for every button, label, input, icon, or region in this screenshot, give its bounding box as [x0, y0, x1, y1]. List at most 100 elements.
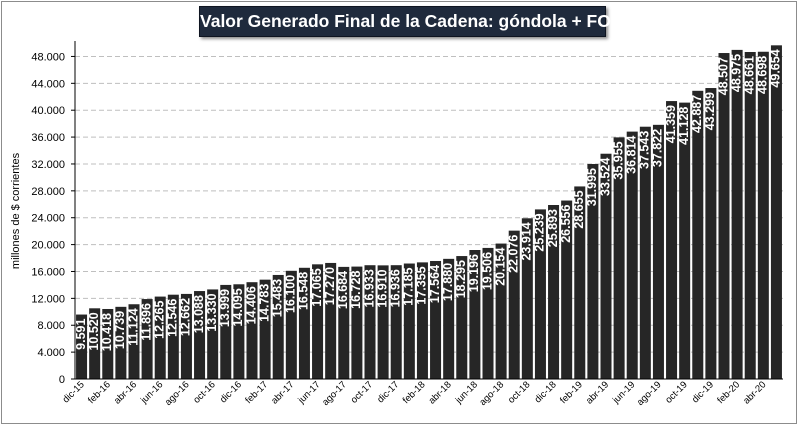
- bar-value-label: 12.662: [179, 298, 193, 336]
- bar: [561, 200, 573, 379]
- bar-value-label: 19.196: [467, 254, 481, 292]
- bar: [128, 304, 140, 379]
- bar: [416, 262, 428, 379]
- x-tick-label: ago-16: [163, 379, 192, 408]
- bar: [377, 265, 389, 379]
- bar-value-label: 16.728: [349, 271, 363, 309]
- x-tick-label: feb-18: [401, 379, 428, 406]
- bar-value-label: 10.520: [87, 312, 101, 350]
- bar: [534, 209, 546, 379]
- bar-value-label: 13.088: [192, 295, 206, 333]
- bars: [76, 45, 782, 380]
- bar-value-label: 16.684: [336, 271, 350, 309]
- bar: [246, 282, 258, 379]
- bar-value-label: 48.698: [756, 56, 770, 94]
- bar: [692, 90, 704, 379]
- bar: [102, 308, 114, 379]
- bar: [443, 258, 455, 379]
- bar-value-label: 41.128: [677, 107, 691, 145]
- bar: [272, 274, 284, 379]
- bar-value-label: 41.359: [664, 105, 678, 143]
- bar-value-label: 17.880: [441, 263, 455, 301]
- bar: [679, 102, 691, 379]
- bar-value-label: 11.124: [126, 308, 140, 346]
- x-tick-label: oct-16: [191, 379, 217, 405]
- bar-value-label: 9.591: [74, 319, 88, 350]
- bar-value-label: 48.507: [716, 57, 730, 95]
- x-tick-label: feb-20: [715, 379, 742, 406]
- bar: [180, 293, 192, 379]
- bar-value-label: 48.975: [729, 54, 743, 92]
- bar: [456, 256, 468, 379]
- bar: [495, 243, 507, 379]
- x-tick-label: dic-19: [690, 379, 716, 405]
- bar-value-label: 49.654: [769, 49, 783, 87]
- bar-value-label: 17.355: [415, 266, 429, 304]
- bar: [298, 267, 310, 379]
- y-tick-label: 48.000: [31, 51, 65, 63]
- bar: [639, 126, 651, 380]
- bar-value-label: 13.330: [205, 293, 219, 331]
- x-tick-label: oct-19: [663, 379, 689, 405]
- bar: [548, 204, 560, 379]
- bar-value-label: 43.299: [703, 92, 717, 130]
- x-tick-label: ago-17: [320, 379, 349, 408]
- x-tick-label: ago-19: [635, 379, 664, 408]
- x-tick-label: abr-18: [427, 379, 454, 406]
- y-tick-label: 20.000: [31, 240, 65, 252]
- y-tick-label: 4.000: [37, 347, 65, 359]
- bar: [167, 294, 179, 379]
- bar-value-label: 23.914: [520, 222, 534, 260]
- bar-value-label: 13.999: [218, 289, 232, 327]
- bar: [574, 186, 586, 379]
- gridlines: [75, 55, 783, 353]
- bar-value-label: 10.418: [100, 313, 114, 351]
- x-tick-label: ago-18: [478, 379, 507, 408]
- bar-value-label: 28.655: [572, 190, 586, 228]
- x-tick-label: jun-18: [453, 379, 480, 406]
- bar-value-label: 15.483: [271, 279, 285, 317]
- bar-value-label: 17.270: [323, 267, 337, 305]
- bar: [207, 289, 219, 379]
- y-tick-label: 28.000: [31, 186, 65, 198]
- bar: [521, 218, 533, 379]
- x-tick-label: jun-19: [610, 379, 637, 406]
- y-tick-label: 40.000: [31, 105, 65, 117]
- bar-value-label: 17.065: [310, 268, 324, 306]
- y-tick-label: 8.000: [37, 320, 65, 332]
- bar: [325, 262, 337, 379]
- bar: [141, 299, 153, 379]
- bar: [259, 279, 271, 379]
- bar: [220, 284, 232, 379]
- bar-value-label: 16.936: [389, 269, 403, 307]
- bar: [652, 124, 664, 380]
- bar: [587, 163, 599, 379]
- y-tick-label: 24.000: [31, 213, 65, 225]
- x-tick-label: abr-16: [112, 379, 139, 406]
- bar-value-label: 14.406: [244, 286, 258, 324]
- bar: [482, 247, 494, 379]
- bar: [403, 263, 415, 379]
- bar-value-label: 20.154: [493, 248, 507, 286]
- bar-value-labels: 9.591 10.520 10.418 10.739 11.124 11.896 12.26…: [74, 49, 783, 351]
- bar-value-label: 18.295: [454, 260, 468, 298]
- bar-value-label: 12.546: [166, 299, 180, 337]
- bar-value-label: 16.910: [375, 269, 389, 307]
- y-tick-label: 12.000: [31, 293, 65, 305]
- bar-value-label: 25.893: [546, 209, 560, 247]
- bar-value-label: 19.506: [480, 252, 494, 290]
- bar: [338, 266, 350, 379]
- bar-value-label: 35.955: [611, 141, 625, 179]
- x-tick-label: jun-17: [296, 379, 323, 406]
- bar-value-label: 16.100: [284, 275, 298, 313]
- y-tick-label: 0: [59, 374, 65, 386]
- bar-value-label: 10.739: [113, 311, 127, 349]
- bar-value-label: 12.265: [153, 301, 167, 339]
- y-tick-label: 32.000: [31, 159, 65, 171]
- bar-value-label: 36.814: [625, 136, 639, 174]
- x-tick-label: dic-18: [533, 379, 559, 405]
- bar-value-label: 48.661: [743, 56, 757, 94]
- bar: [76, 314, 88, 379]
